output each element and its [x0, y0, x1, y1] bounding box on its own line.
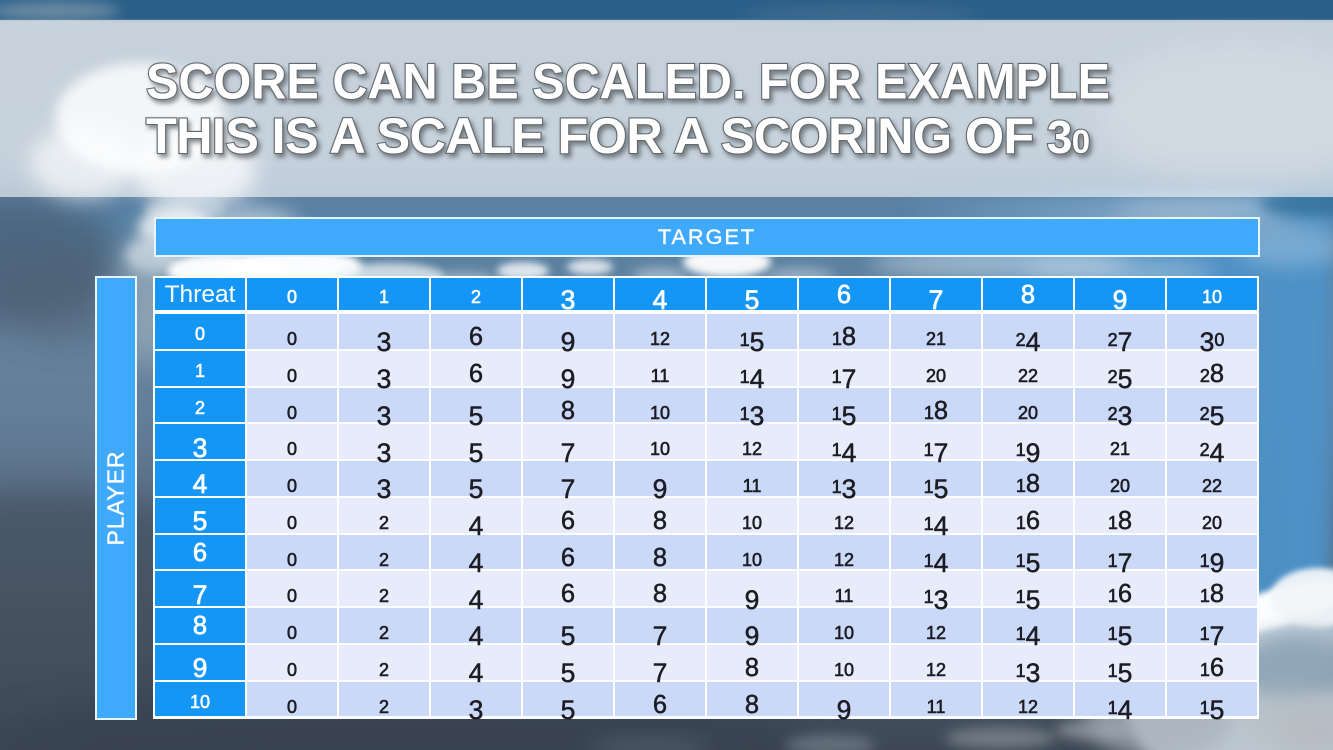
svg-text:SCORE CAN BE SCALED. FOR EXAMP: SCORE CAN BE SCALED. FOR EXAMPLE: [146, 52, 1110, 109]
svg-text:THIS IS A SCALE FOR A SCORING: THIS IS A SCALE FOR A SCORING OF 30: [146, 107, 1089, 164]
